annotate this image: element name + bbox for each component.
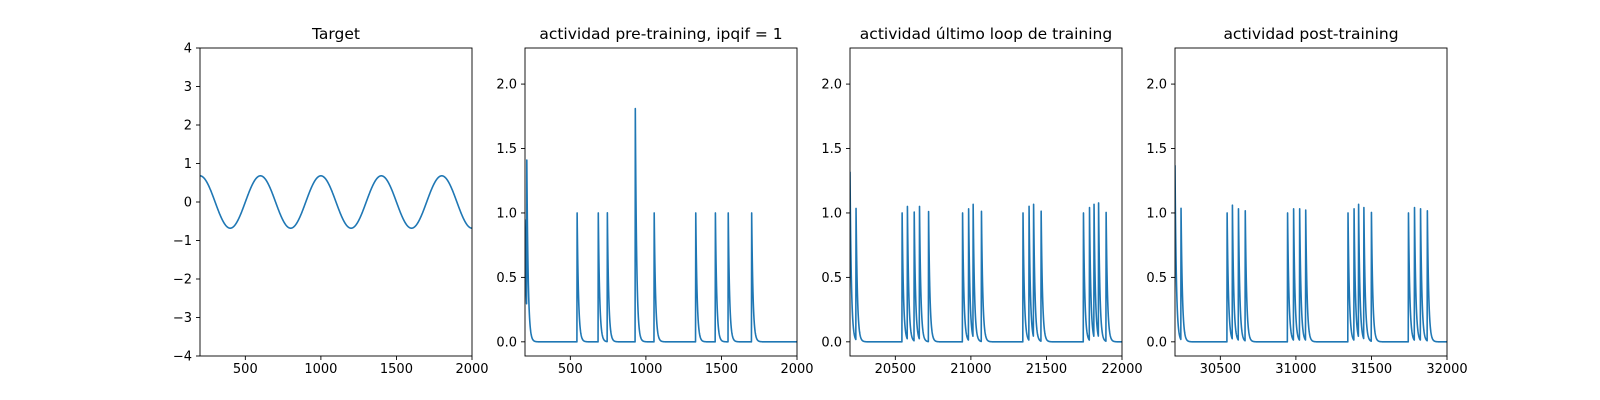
y-tick-label: 1.0	[496, 206, 517, 221]
y-tick-label: 3	[184, 80, 192, 95]
chart-title: actividad post-training	[1223, 25, 1398, 43]
y-tick-label: −4	[173, 350, 192, 365]
plot-frame	[1174, 47, 1448, 357]
chart-panel-3: 20500 21000 21500 22000 0.0 0.5 1.0 1.5 2.0 activ…	[821, 25, 1142, 377]
y-tick-label: 2.0	[821, 78, 842, 93]
chart-title: actividad pre-training, ipqif = 1	[539, 25, 782, 43]
y-tick-label: 2	[184, 119, 192, 134]
plot-frame	[849, 47, 1123, 357]
x-tick-label: 20500	[875, 362, 916, 377]
y-tick-label: −1	[173, 234, 192, 249]
x-tick-label: 32000	[1426, 362, 1467, 377]
y-tick-label: 1.5	[821, 142, 842, 157]
y-tick-label: 1	[184, 157, 192, 172]
x-tick-label: 30500	[1200, 362, 1241, 377]
y-tick-label: 0.0	[821, 335, 842, 350]
y-tick-label: 1.0	[821, 206, 842, 221]
y-tick-label: 0.0	[496, 335, 517, 350]
plot-frame	[524, 47, 798, 357]
x-tick-label: 21500	[1026, 362, 1067, 377]
series-line	[200, 175, 472, 229]
x-tick-label: 22000	[1101, 362, 1142, 377]
x-tick-label: 1500	[380, 362, 413, 377]
x-tick-label: 2000	[455, 362, 488, 377]
y-tick-label: −3	[173, 311, 192, 326]
chart-panel-1: 500 1000 1500 2000 −4 −3 −2 −1 0 1 2 3 4 Target	[173, 25, 489, 377]
y-tick-label: −2	[173, 273, 192, 288]
series-line	[525, 107, 797, 343]
x-tick-label: 500	[558, 362, 583, 377]
x-tick-label: 1500	[705, 362, 738, 377]
y-tick-label: 0.5	[496, 271, 517, 286]
y-tick-label: 2.0	[496, 78, 517, 93]
chart-panel-2: 500 1000 1500 2000 0.0 0.5 1.0 1.5 2.0 actividad …	[496, 25, 813, 377]
series-line	[850, 171, 1122, 343]
y-tick-label: 0	[184, 196, 192, 211]
x-tick-label: 2000	[780, 362, 813, 377]
x-tick-label: 1000	[304, 362, 337, 377]
y-tick-label: 4	[184, 42, 192, 57]
y-tick-label: 1.5	[496, 142, 517, 157]
y-tick-label: 2.0	[1146, 78, 1167, 93]
chart-panel-4: 30500 31000 31500 32000 0.0 0.5 1.0 1.5 2.0 activ…	[1146, 25, 1467, 377]
x-tick-label: 1000	[629, 362, 662, 377]
y-tick-label: 0.0	[1146, 335, 1167, 350]
x-tick-label: 31500	[1351, 362, 1392, 377]
y-tick-label: 0.5	[821, 271, 842, 286]
y-tick-label: 0.5	[1146, 271, 1167, 286]
chart-title: Target	[311, 25, 360, 43]
x-tick-label: 21000	[950, 362, 991, 377]
chart-title: actividad último loop de training	[860, 25, 1112, 43]
y-tick-label: 1.0	[1146, 206, 1167, 221]
x-tick-label: 31000	[1275, 362, 1316, 377]
series-line	[1175, 165, 1447, 343]
y-tick-label: 1.5	[1146, 142, 1167, 157]
x-tick-label: 500	[233, 362, 258, 377]
